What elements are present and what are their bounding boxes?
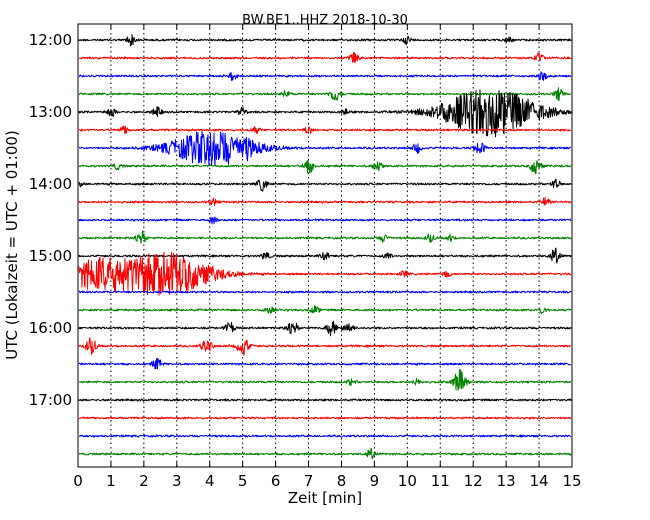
x-tick-label-2: 2 — [139, 472, 149, 490]
plot-frame — [77, 23, 573, 468]
x-tick-label-4: 4 — [205, 472, 215, 490]
seismogram-traces — [78, 34, 572, 460]
trace-17-15 — [78, 416, 572, 420]
x-tick-label-5: 5 — [238, 472, 248, 490]
x-tick-label-0: 0 — [73, 472, 83, 490]
x-tick-label-15: 15 — [562, 472, 581, 490]
trace-16-00 — [78, 320, 572, 337]
x-tick-label-9: 9 — [370, 472, 380, 490]
x-tick-label-7: 7 — [304, 472, 314, 490]
trace-16-15 — [78, 337, 572, 356]
trace-14-15 — [78, 196, 572, 206]
trace-14-45 — [78, 230, 572, 244]
x-tick-label-8: 8 — [337, 472, 347, 490]
y-axis-ticks: 12:00 13:00 14:00 15:00 16:00 17:00 — [29, 31, 572, 409]
x-tick-label-3: 3 — [172, 472, 182, 490]
y-axis-label: UTC (Lokalzeit = UTC + 01:00) — [3, 130, 21, 360]
x-tick-label-12: 12 — [464, 472, 483, 490]
x-axis-label: Zeit [min] — [288, 489, 362, 507]
vertical-grid — [110, 24, 540, 467]
trace-16-45 — [78, 368, 572, 391]
trace-15-30 — [78, 290, 572, 294]
trace-16-30 — [78, 358, 572, 370]
trace-15-15 — [78, 251, 572, 296]
x-tick-label-1: 1 — [106, 472, 116, 490]
x-tick-label-6: 6 — [271, 472, 281, 490]
x-tick-label-14: 14 — [530, 472, 549, 490]
x-tick-label-10: 10 — [398, 472, 417, 490]
trace-15-45 — [78, 305, 572, 315]
trace-13-15 — [78, 125, 572, 135]
x-axis-ticks: 0 1 2 3 4 5 6 7 8 9 10 11 12 13 14 15 — [73, 24, 582, 490]
trace-17-00 — [78, 398, 572, 402]
y-tick-label-16-00: 16:00 — [29, 319, 72, 337]
trace-12-45 — [78, 87, 572, 101]
trace-15-00 — [78, 247, 572, 264]
x-tick-label-13: 13 — [497, 472, 516, 490]
trace-17-30 — [78, 434, 572, 438]
y-tick-label-17-00: 17:00 — [29, 391, 72, 409]
trace-14-30 — [78, 216, 572, 225]
chart-title: BW.BE1..HHZ 2018-10-30 — [242, 13, 408, 28]
x-tick-label-11: 11 — [431, 472, 450, 490]
trace-14-00 — [78, 178, 571, 192]
trace-12-30 — [78, 71, 572, 81]
y-tick-label-14-00: 14:00 — [29, 175, 72, 193]
y-tick-label-13-00: 13:00 — [29, 103, 72, 121]
y-tick-label-12-00: 12:00 — [29, 31, 72, 49]
trace-12-00 — [78, 34, 572, 47]
y-tick-label-15-00: 15:00 — [29, 247, 72, 265]
trace-13-45 — [78, 159, 572, 175]
trace-13-30 — [78, 130, 571, 167]
trace-13-00 — [78, 89, 572, 138]
trace-12-15 — [78, 51, 572, 64]
trace-17-45 — [78, 448, 572, 460]
